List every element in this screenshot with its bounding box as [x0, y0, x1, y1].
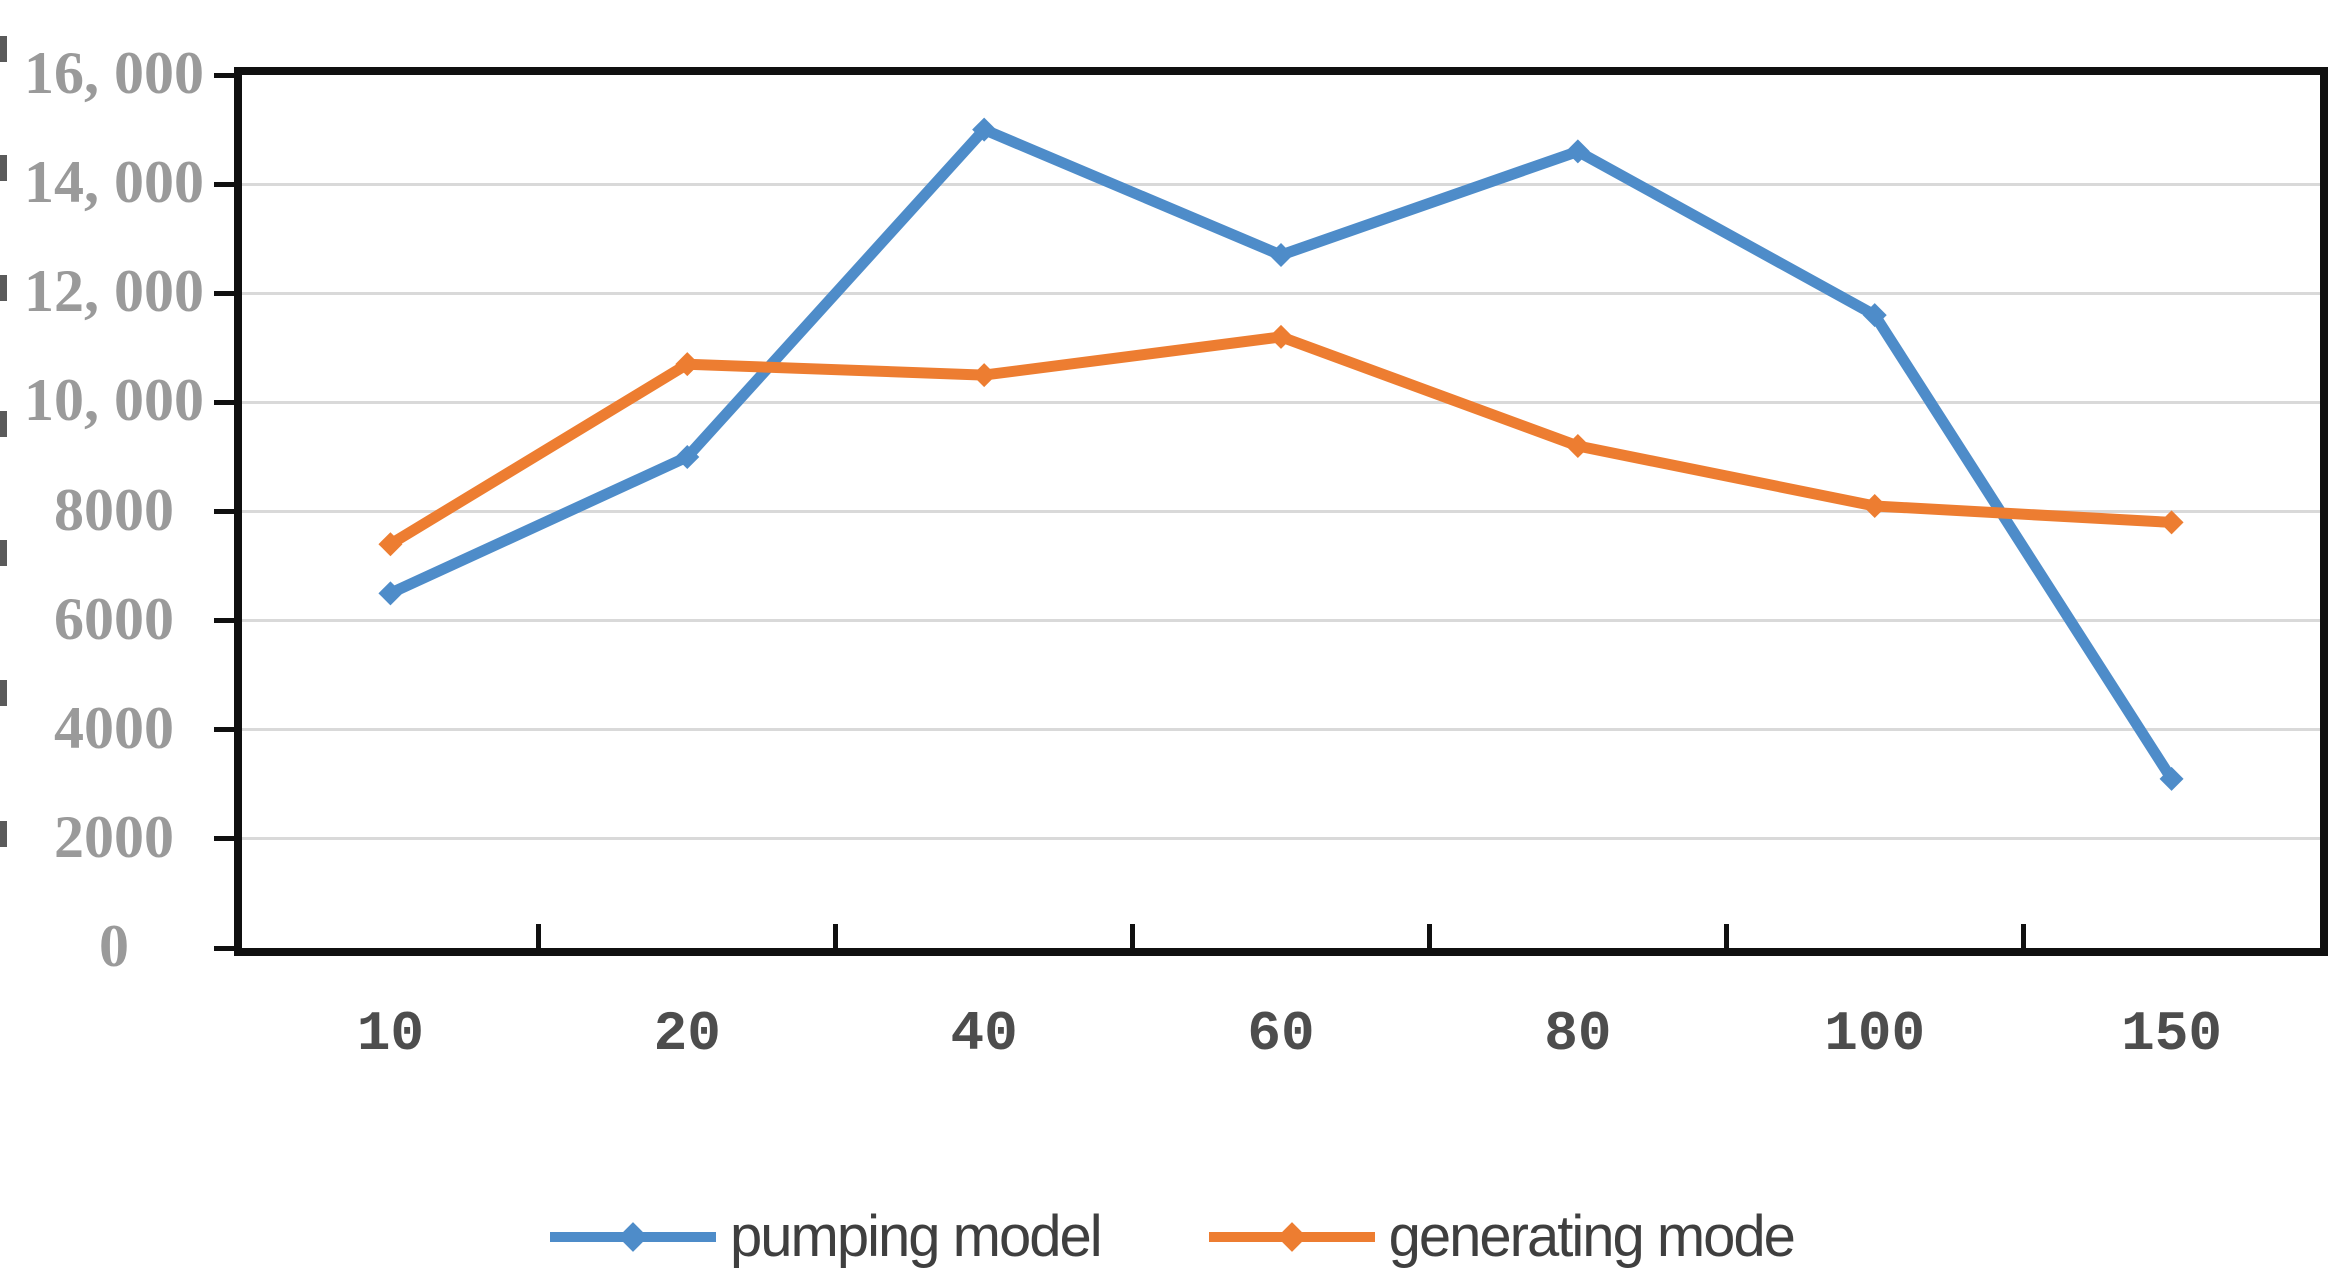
data-point-marker-pumping-model	[1862, 303, 1887, 328]
data-point-marker-generating-mode	[1565, 434, 1590, 459]
edge-tick-artifact	[0, 36, 7, 62]
data-point-marker-generating-mode	[1269, 324, 1293, 349]
series-layer	[378, 117, 2184, 791]
x-axis-tick	[833, 924, 839, 948]
x-axis-tick	[1426, 924, 1432, 948]
data-point-marker-pumping-model	[972, 117, 997, 142]
x-axis-tick	[1723, 924, 1729, 948]
legend-line-sample-blue	[550, 1222, 717, 1252]
legend: pumping model generating mode	[0, 1192, 2344, 1282]
legend-diamond-marker-icon	[1276, 1222, 1307, 1252]
x-axis-label: 150	[2121, 1002, 2222, 1066]
edge-tick-artifact	[0, 155, 7, 181]
x-axis-tick	[536, 924, 542, 948]
legend-label: pumping model	[730, 1204, 1103, 1269]
plot-area	[234, 67, 2328, 956]
y-gridline	[242, 291, 2320, 295]
data-point-marker-pumping-model	[1565, 139, 1590, 164]
y-axis-label: 10, 000	[24, 367, 204, 434]
data-point-marker-generating-mode	[378, 532, 403, 557]
y-axis-label: 4000	[54, 694, 174, 761]
edge-tick-artifact	[0, 275, 7, 301]
y-axis-label: 16, 000	[24, 40, 204, 107]
legend-diamond-marker-icon	[618, 1222, 648, 1252]
y-gridline	[242, 619, 2320, 623]
y-gridline	[242, 400, 2320, 404]
y-gridline	[242, 837, 2320, 841]
y-axis-tick	[214, 727, 242, 733]
edge-tick-artifact	[0, 821, 7, 847]
legend-label: generating mode	[1388, 1204, 1796, 1269]
y-axis-tick	[214, 509, 242, 514]
y-gridline	[242, 182, 2320, 186]
x-axis-tick	[1130, 924, 1136, 948]
y-axis-tick	[214, 945, 242, 951]
y-axis-label: 0	[99, 913, 129, 980]
y-axis-tick	[214, 72, 242, 78]
data-point-marker-generating-mode	[2159, 510, 2184, 535]
edge-tick-artifact	[0, 680, 7, 706]
data-point-marker-pumping-model	[675, 444, 700, 469]
x-axis-label: 40	[950, 1002, 1018, 1066]
edge-tick-artifact	[0, 411, 7, 437]
y-axis-tick	[214, 618, 242, 624]
y-axis-label: 14, 000	[24, 149, 204, 216]
data-point-marker-pumping-model	[2159, 766, 2184, 791]
x-axis-label: 80	[1544, 1002, 1612, 1066]
legend-line-sample-orange	[1208, 1222, 1375, 1252]
data-point-marker-generating-mode	[972, 363, 997, 388]
x-axis-label: 10	[356, 1002, 425, 1066]
x-axis-tick	[2020, 924, 2026, 948]
y-axis-label: 2000	[54, 803, 174, 870]
y-axis-label: 6000	[54, 585, 174, 652]
legend-item-generating-mode: generating mode	[1208, 1204, 1796, 1269]
y-axis-label: 12, 000	[24, 258, 204, 325]
data-point-marker-pumping-model	[378, 581, 403, 606]
series-line-pumping-model	[384, 124, 2178, 785]
y-gridline	[242, 728, 2320, 732]
y-axis-tick	[214, 836, 242, 842]
edge-tick-artifact	[0, 540, 7, 566]
y-axis-tick	[214, 181, 242, 187]
x-axis-label: 20	[653, 1002, 721, 1066]
x-axis-label: 100	[1824, 1002, 1926, 1066]
y-gridline	[242, 510, 2320, 513]
x-axis-label: 60	[1247, 1002, 1315, 1066]
y-axis-label: 8000	[54, 476, 174, 543]
y-axis-tick	[214, 399, 242, 405]
y-axis-tick	[214, 290, 242, 296]
data-point-marker-pumping-model	[1269, 243, 1293, 268]
data-point-marker-generating-mode	[675, 352, 700, 377]
data-point-marker-generating-mode	[1862, 494, 1887, 519]
legend-item-pumping-model: pumping model	[550, 1204, 1103, 1269]
